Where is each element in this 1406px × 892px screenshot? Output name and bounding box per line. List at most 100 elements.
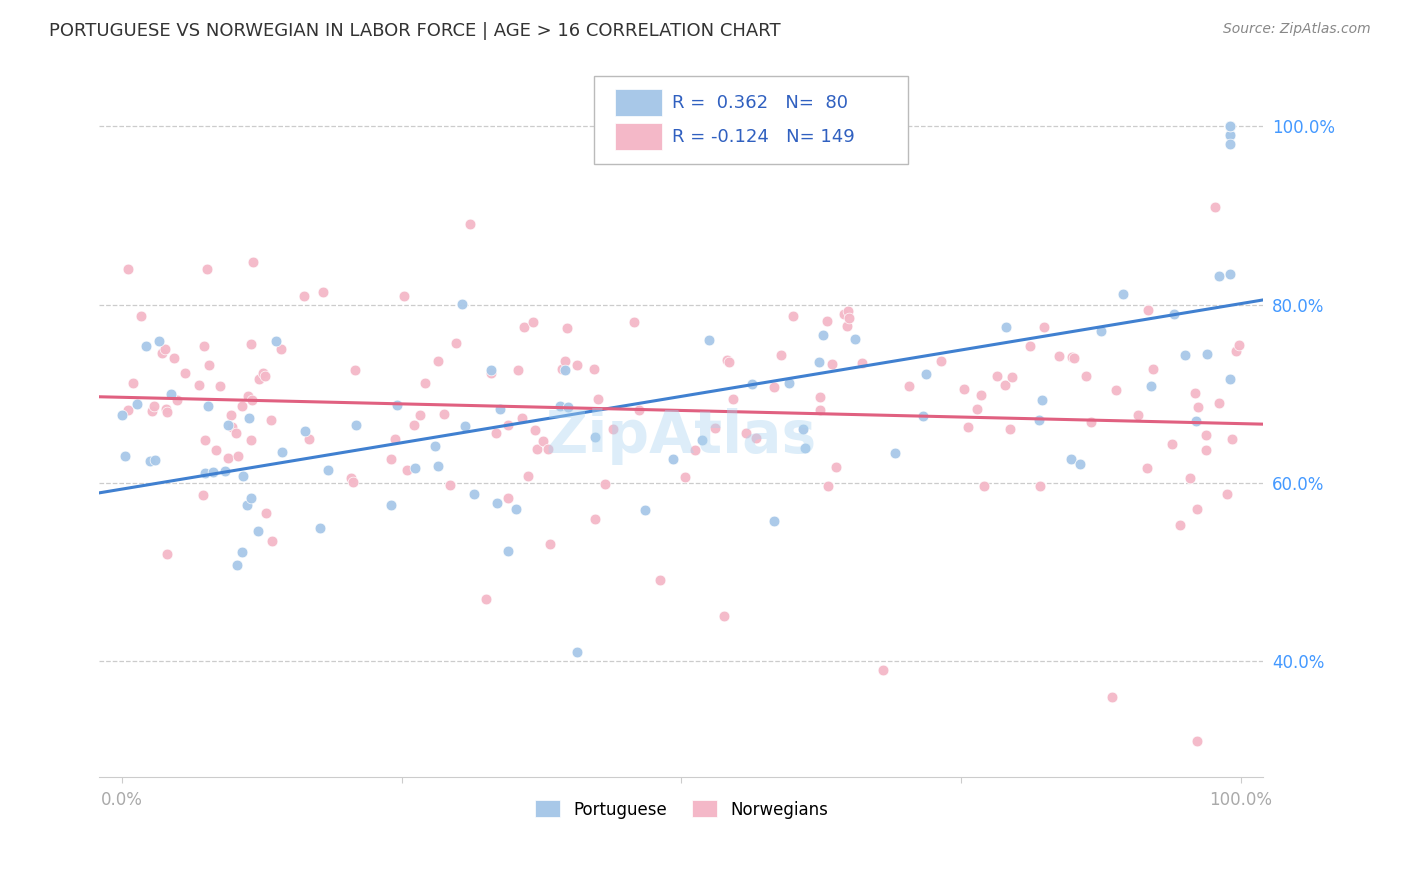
Point (524, 423, 547, 437)
Point (690, 434, 713, 448)
Point (825, 460, 848, 475)
Point (1174, 348, 1197, 362)
Point (1001, 370, 1024, 384)
Point (153, 342, 176, 356)
Text: R =  0.362   N=  80: R = 0.362 N= 80 (672, 94, 848, 112)
Point (226, 449, 249, 463)
Point (496, 543, 519, 558)
Point (1032, 319, 1054, 334)
Point (1140, 379, 1163, 393)
Point (697, 334, 720, 348)
Point (395, 462, 418, 476)
Point (1219, 267, 1241, 281)
Point (481, 362, 503, 376)
Point (994, 319, 1017, 334)
Point (311, 285, 333, 299)
Point (1060, 350, 1083, 364)
Point (1216, 487, 1239, 501)
Point (433, 408, 456, 422)
Point (1142, 362, 1164, 376)
Point (513, 319, 536, 334)
Point (1126, 408, 1149, 422)
Point (219, 408, 242, 422)
Point (807, 355, 830, 369)
Point (122, 376, 145, 390)
Point (1101, 690, 1123, 704)
Point (343, 363, 366, 377)
Point (225, 425, 247, 440)
Point (811, 327, 834, 342)
Point (778, 376, 800, 391)
Point (717, 355, 740, 369)
Point (1185, 413, 1208, 427)
Point (1090, 324, 1112, 338)
Point (475, 591, 498, 606)
Point (1028, 413, 1050, 427)
Point (1219, 120, 1241, 134)
Point (929, 354, 952, 368)
Point (191, 487, 214, 501)
Point (197, 262, 219, 277)
Point (240, 337, 263, 351)
Point (567, 645, 589, 659)
Point (253, 369, 276, 384)
Point (131, 309, 153, 323)
Point (217, 417, 239, 432)
Point (254, 506, 277, 520)
Point (1185, 502, 1208, 516)
Point (117, 403, 139, 417)
Point (385, 398, 408, 412)
Point (593, 477, 616, 491)
Point (794, 441, 817, 455)
Point (685, 442, 707, 457)
Point (956, 419, 979, 434)
Point (623, 315, 645, 329)
Text: Source: ZipAtlas.com: Source: ZipAtlas.com (1223, 22, 1371, 37)
Legend: Portuguese, Norwegians: Portuguese, Norwegians (529, 794, 835, 825)
Point (427, 459, 450, 474)
Point (898, 379, 921, 393)
Point (159, 387, 181, 401)
Point (404, 418, 426, 433)
Point (602, 422, 624, 436)
Point (966, 402, 988, 417)
Point (808, 403, 831, 417)
Point (194, 466, 217, 480)
Point (111, 408, 134, 422)
Point (1219, 128, 1241, 143)
Point (506, 363, 529, 377)
Point (240, 434, 263, 448)
Point (205, 442, 228, 457)
Point (583, 512, 606, 526)
Point (838, 310, 860, 325)
Point (150, 346, 173, 360)
Point (1112, 287, 1135, 301)
Point (883, 445, 905, 459)
Point (148, 334, 170, 349)
Point (240, 491, 263, 506)
Point (1219, 128, 1241, 143)
Point (741, 377, 763, 392)
Point (1187, 401, 1209, 415)
Point (713, 609, 735, 624)
Point (834, 307, 856, 321)
Point (247, 371, 270, 385)
Point (648, 574, 671, 588)
Point (242, 255, 264, 269)
Point (526, 442, 548, 456)
FancyBboxPatch shape (614, 123, 662, 150)
Point (114, 449, 136, 463)
Point (1105, 383, 1128, 397)
Point (716, 353, 738, 368)
Text: PORTUGUESE VS NORWEGIAN IN LABOR FORCE | AGE > 16 CORRELATION CHART: PORTUGUESE VS NORWEGIAN IN LABOR FORCE |… (49, 22, 780, 40)
Point (316, 463, 339, 477)
Point (1219, 120, 1241, 134)
Text: ZipAtlas: ZipAtlas (546, 409, 817, 466)
Point (1219, 137, 1241, 152)
Point (1204, 200, 1226, 214)
Point (163, 351, 186, 365)
Point (309, 521, 332, 535)
Point (260, 412, 283, 426)
Point (156, 547, 179, 561)
Point (763, 380, 786, 394)
